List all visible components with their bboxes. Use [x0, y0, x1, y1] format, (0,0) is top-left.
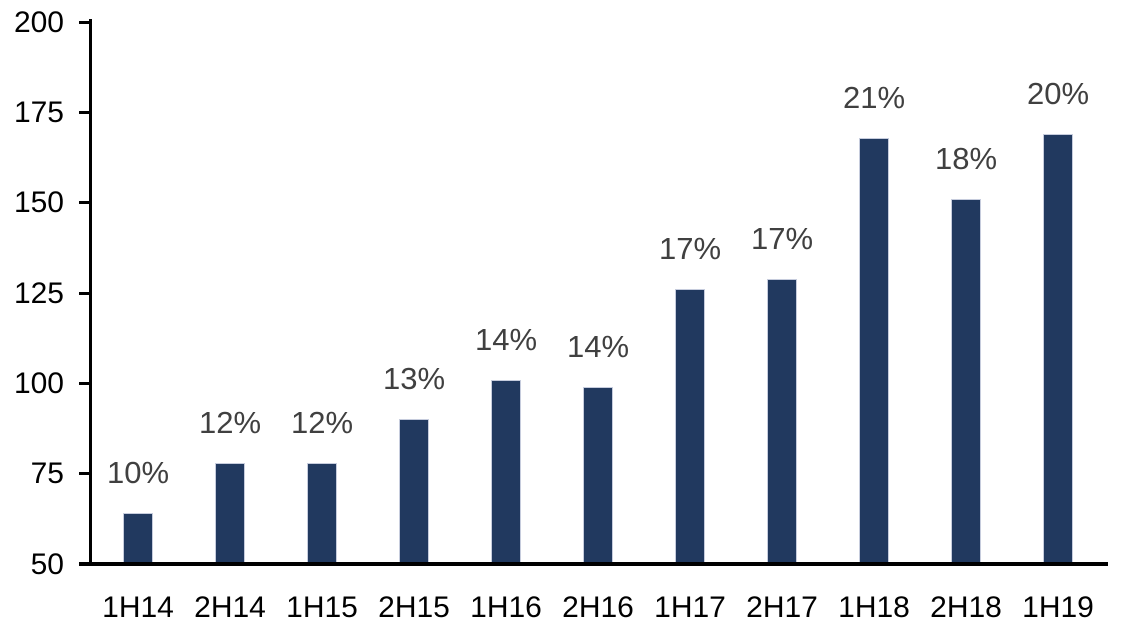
x-tick-label: 1H19: [1022, 591, 1094, 624]
bar-value-label: 14%: [566, 328, 630, 364]
y-axis-line: [89, 19, 92, 566]
x-tick-label: 1H16: [470, 591, 542, 624]
y-tick-label: 150: [13, 186, 64, 220]
bar-value-label: 17%: [750, 220, 814, 256]
y-tick-label: 75: [30, 457, 64, 491]
x-tick-label: 1H14: [102, 591, 174, 624]
y-tick-label: 100: [13, 366, 64, 400]
bar-value-label: 14%: [474, 321, 538, 357]
x-tick-label: 1H17: [654, 591, 726, 624]
bar-value-label: 21%: [842, 79, 906, 115]
bar: [859, 137, 889, 562]
y-tick-label: 175: [13, 95, 64, 129]
x-tick-label: 2H15: [378, 591, 450, 624]
bar: [399, 419, 429, 562]
bar-value-label: 10%: [106, 455, 170, 491]
y-tick-label: 200: [13, 5, 64, 39]
bar-value-label: 12%: [290, 404, 354, 440]
y-tick-mark: [79, 20, 89, 24]
y-tick-mark: [79, 201, 89, 205]
bar: [123, 513, 153, 562]
x-axis-line: [79, 562, 1108, 566]
y-tick-mark: [79, 110, 89, 114]
bar-value-label: 12%: [198, 404, 262, 440]
y-tick-label: 125: [13, 276, 64, 310]
bar: [583, 386, 613, 562]
bar-value-label: 20%: [1026, 76, 1090, 111]
bar: [215, 462, 245, 562]
bar: [767, 278, 797, 562]
y-tick-label: 50: [30, 547, 64, 581]
y-tick-mark: [79, 472, 89, 476]
bar: [307, 462, 337, 562]
x-tick-label: 1H15: [286, 591, 358, 624]
x-tick-label: 2H16: [562, 591, 634, 624]
x-tick-label: 2H18: [930, 591, 1002, 624]
bar: [675, 289, 705, 562]
bar: [1043, 134, 1073, 562]
bar-value-label: 13%: [382, 361, 446, 397]
y-tick-mark: [79, 291, 89, 295]
bar: [491, 379, 521, 562]
y-tick-mark: [79, 562, 89, 566]
bar: [951, 199, 981, 562]
x-tick-label: 1H18: [838, 591, 910, 624]
y-tick-mark: [79, 381, 89, 385]
x-tick-label: 2H17: [746, 591, 818, 624]
bar-value-label: 18%: [934, 141, 998, 177]
x-tick-label: 2H14: [194, 591, 266, 624]
bar-value-label: 17%: [658, 231, 722, 267]
